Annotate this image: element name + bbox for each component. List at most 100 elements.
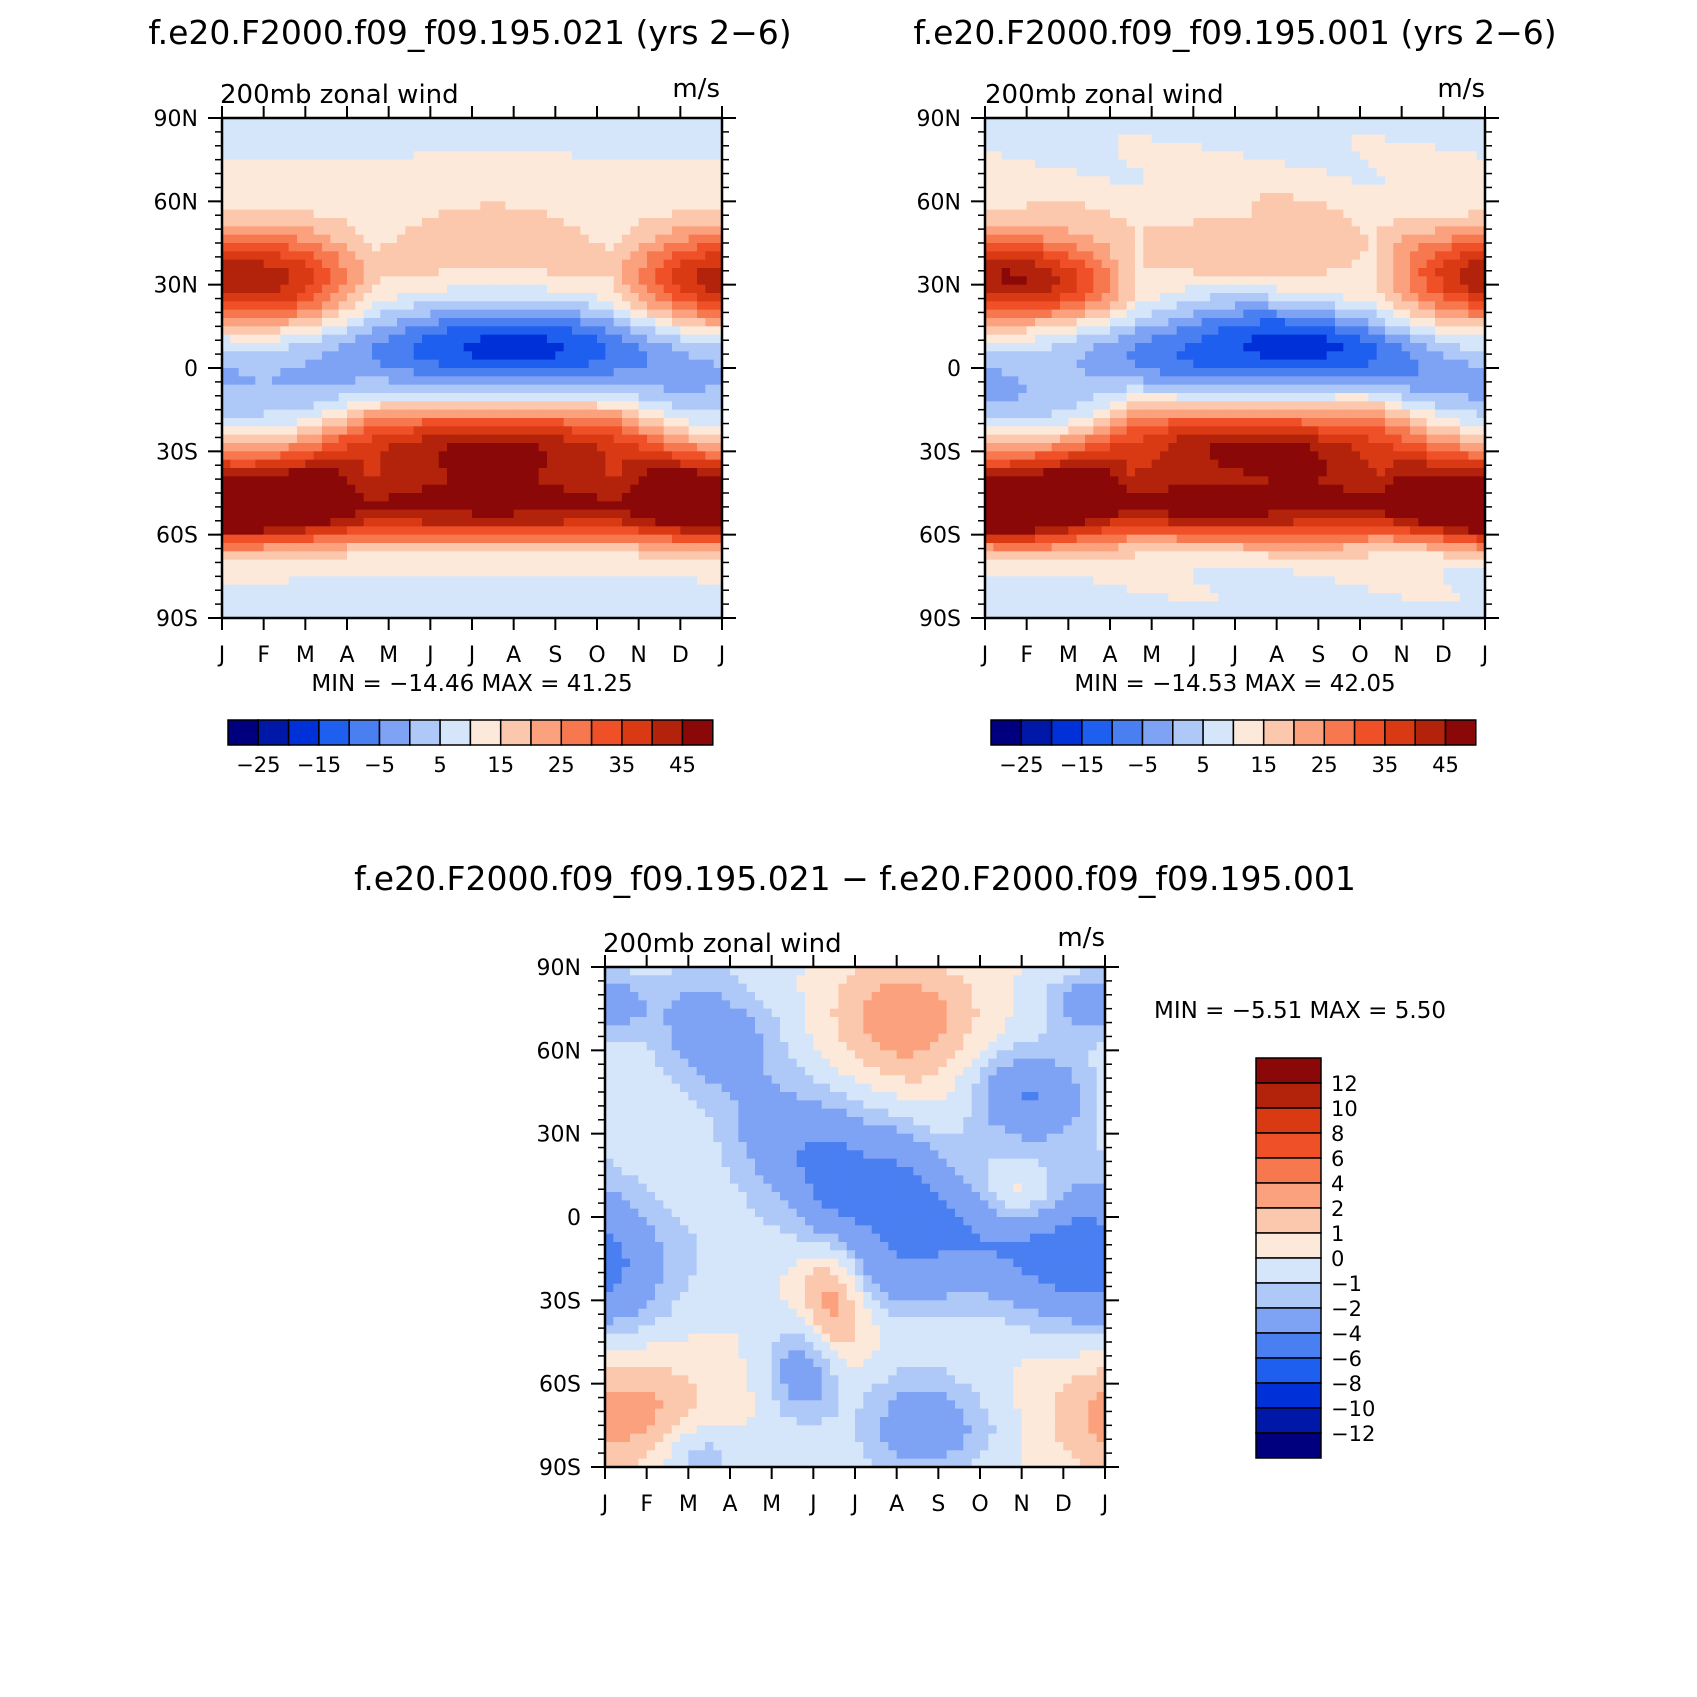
field-cell bbox=[480, 168, 490, 177]
field-cell bbox=[447, 459, 456, 469]
field-cell bbox=[672, 418, 681, 427]
field-cell bbox=[597, 609, 606, 619]
field-cell bbox=[480, 184, 490, 194]
field-cell bbox=[1385, 143, 1394, 152]
field-cell bbox=[1310, 259, 1319, 269]
field-cell bbox=[247, 234, 256, 244]
field-cell bbox=[430, 318, 440, 327]
field-cell bbox=[472, 376, 481, 386]
field-cell bbox=[1151, 159, 1161, 169]
field-cell bbox=[1143, 201, 1153, 211]
field-cell bbox=[313, 559, 323, 569]
field-cell bbox=[580, 451, 590, 461]
field-cell bbox=[588, 543, 598, 552]
field-cell bbox=[597, 493, 606, 502]
field-cell bbox=[1160, 184, 1169, 194]
field-cell bbox=[538, 234, 548, 244]
field-cell bbox=[663, 593, 673, 602]
field-cell bbox=[397, 151, 406, 161]
field-cell bbox=[1135, 276, 1144, 286]
field-cell bbox=[363, 609, 373, 619]
field-cell bbox=[1310, 159, 1319, 169]
field-cell bbox=[430, 426, 440, 436]
field-cell bbox=[630, 343, 640, 352]
field-cell bbox=[447, 184, 456, 194]
field-cell bbox=[663, 251, 673, 261]
field-cell bbox=[1018, 259, 1028, 269]
field-cell bbox=[530, 176, 540, 186]
field-cell bbox=[363, 526, 373, 536]
field-cell bbox=[422, 501, 431, 511]
field-cell bbox=[430, 401, 440, 411]
field-cell bbox=[1476, 151, 1486, 161]
field-cell bbox=[697, 451, 706, 461]
field-cell bbox=[1293, 259, 1303, 269]
field-cell bbox=[1185, 193, 1194, 202]
field-cell bbox=[463, 593, 473, 602]
field-cell bbox=[488, 168, 498, 177]
field-cell bbox=[713, 376, 723, 386]
field-cell bbox=[313, 584, 323, 594]
field-cell bbox=[613, 451, 623, 461]
field-cell bbox=[680, 334, 690, 344]
field-cell bbox=[280, 351, 290, 361]
field-cell bbox=[513, 518, 523, 527]
field-cell bbox=[1468, 268, 1478, 277]
field-cell bbox=[563, 226, 573, 236]
field-cell bbox=[563, 276, 573, 286]
field-cell bbox=[1260, 151, 1269, 161]
field-cell bbox=[397, 593, 406, 602]
field-cell bbox=[347, 609, 356, 619]
field-cell bbox=[647, 593, 656, 602]
field-cell bbox=[513, 568, 523, 577]
field-cell bbox=[380, 276, 390, 286]
field-cell bbox=[1385, 159, 1394, 169]
field-cell bbox=[463, 484, 473, 494]
field-cell bbox=[272, 434, 281, 444]
field-cell bbox=[580, 234, 590, 244]
field-cell bbox=[655, 418, 665, 427]
field-cell bbox=[1276, 193, 1286, 202]
field-cell bbox=[530, 401, 540, 411]
field-cell bbox=[547, 359, 556, 369]
field-cell bbox=[472, 609, 481, 619]
field-cell bbox=[230, 284, 240, 294]
field-cell bbox=[647, 118, 656, 127]
field-cell bbox=[447, 176, 456, 186]
field-cell bbox=[247, 276, 256, 286]
field-cell bbox=[288, 518, 298, 527]
field-cell bbox=[313, 401, 323, 411]
field-cell bbox=[1301, 259, 1311, 269]
field-cell bbox=[1360, 134, 1369, 144]
field-cell bbox=[597, 368, 606, 377]
field-cell bbox=[355, 318, 365, 327]
field-cell bbox=[263, 159, 273, 169]
field-cell bbox=[622, 159, 631, 169]
field-cell bbox=[1376, 151, 1386, 161]
field-cell bbox=[713, 443, 723, 452]
field-cell bbox=[338, 301, 348, 311]
field-cell bbox=[663, 584, 673, 594]
field-cell bbox=[588, 359, 598, 369]
field-cell bbox=[1310, 201, 1319, 211]
field-cell bbox=[1060, 218, 1069, 227]
field-cell bbox=[1043, 209, 1053, 219]
field-cell bbox=[263, 601, 273, 611]
field-cell bbox=[263, 426, 273, 436]
field-cell bbox=[247, 151, 256, 161]
field-cell bbox=[572, 209, 581, 219]
field-cell bbox=[580, 351, 590, 361]
field-cell bbox=[455, 459, 465, 469]
field-cell bbox=[347, 543, 356, 552]
field-cell bbox=[572, 409, 581, 419]
field-cell bbox=[447, 359, 456, 369]
field-cell bbox=[405, 518, 415, 527]
field-cell bbox=[1076, 184, 1086, 194]
field-cell bbox=[622, 326, 631, 336]
field-cell bbox=[1443, 218, 1453, 227]
field-cell bbox=[605, 226, 615, 236]
field-cell bbox=[1268, 226, 1278, 236]
field-cell bbox=[655, 143, 665, 152]
field-cell bbox=[1210, 234, 1219, 244]
field-cell bbox=[372, 359, 381, 369]
